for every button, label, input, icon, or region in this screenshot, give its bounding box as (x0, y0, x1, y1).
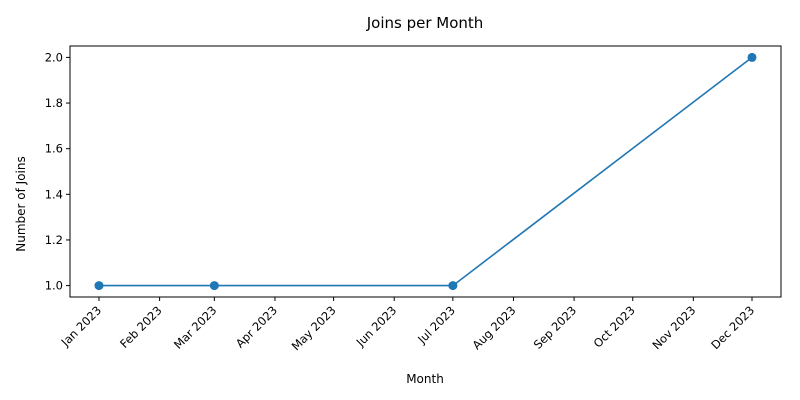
plot-frame (69, 45, 782, 298)
y-tick-label: 1.4 (45, 187, 63, 201)
x-tick-label: Dec 2023 (708, 303, 757, 352)
y-tick-label: 1.0 (45, 279, 63, 293)
x-tick-label: Jul 2023 (414, 303, 458, 347)
x-tick-label: Aug 2023 (470, 303, 519, 352)
x-axis-label: Month (406, 372, 444, 386)
x-tick-label: Nov 2023 (649, 303, 698, 352)
chart-title: Joins per Month (366, 14, 484, 32)
data-point (209, 281, 219, 291)
x-tick-label: Jun 2023 (353, 303, 400, 350)
y-tick-label: 1.2 (45, 233, 63, 247)
x-tick-label: May 2023 (289, 303, 339, 353)
y-tick-label: 2.0 (45, 50, 63, 64)
plot-area: Jan 2023 Feb 2023 Mar 2023 Apr 2023 May 2023… (45, 45, 782, 353)
y-tick-label: 1.6 (45, 142, 63, 156)
data-point (448, 281, 458, 291)
x-tick-label: Sep 2023 (531, 303, 580, 352)
y-axis-label: Number of Joins (14, 156, 28, 251)
x-tick-label: Feb 2023 (117, 303, 165, 351)
data-point (747, 52, 757, 62)
y-tick-label: 1.8 (45, 96, 63, 110)
x-tick-label: Mar 2023 (171, 303, 220, 352)
x-tick-label: Oct 2023 (591, 303, 638, 350)
x-tick-label: Jan 2023 (58, 303, 104, 349)
series-line (99, 56, 753, 287)
x-tick-label: Apr 2023 (233, 303, 280, 350)
data-point (94, 281, 104, 291)
